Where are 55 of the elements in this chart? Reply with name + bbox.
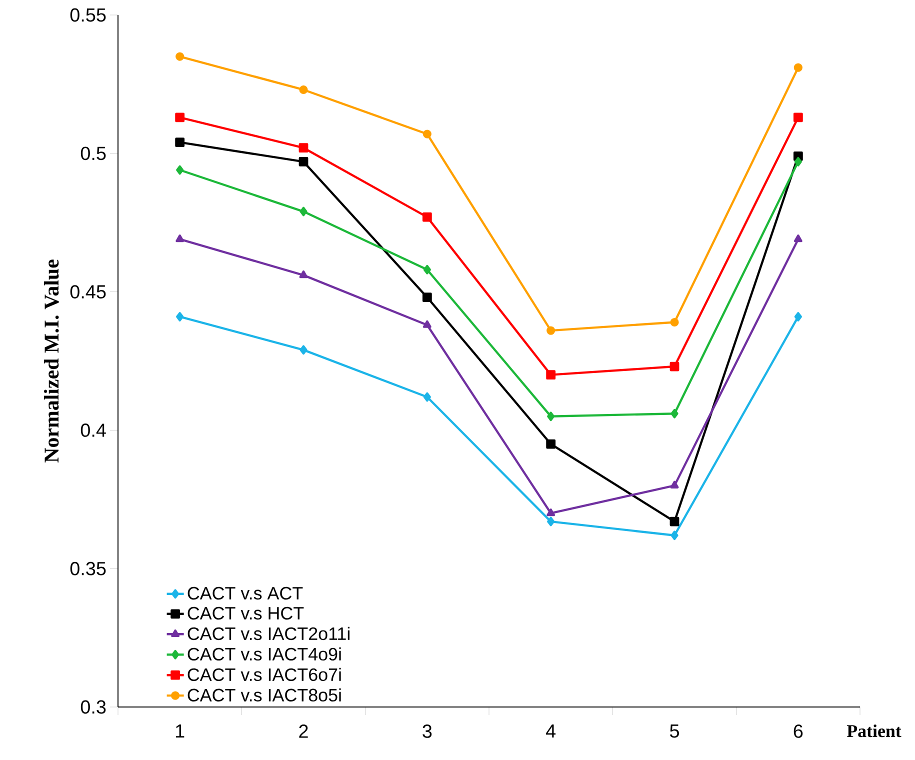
point (794, 63, 802, 72)
x-tick-label: 2 (299, 724, 308, 738)
legend-label: CACT v.s IACT4o9i (188, 647, 341, 661)
y-axis-title: Normalized M.I. Value (44, 260, 59, 462)
y-tick-label: 0.45 (70, 285, 106, 298)
x-tick-label: 1 (176, 724, 184, 738)
point (547, 516, 555, 526)
point (794, 234, 802, 242)
point (176, 312, 184, 322)
y-tick-label: 0.3 (80, 700, 106, 714)
point (546, 370, 556, 380)
y-tick-label: 0.4 (80, 423, 106, 437)
point (670, 480, 679, 488)
point (793, 112, 803, 122)
point (176, 165, 184, 175)
point (299, 270, 308, 278)
x-tick-label: 4 (546, 724, 556, 738)
point (422, 212, 432, 222)
point (300, 206, 308, 216)
point (670, 530, 678, 540)
y-tick-label: 0.5 (80, 146, 106, 160)
point (423, 264, 431, 274)
point (175, 112, 185, 122)
point (546, 508, 556, 516)
point (176, 234, 184, 242)
x-tick-label: 6 (794, 724, 803, 738)
legend-label: CACT v.s IACT8o5i (188, 688, 341, 702)
legend-label: CACT v.s HCT (188, 606, 304, 620)
point (546, 326, 556, 335)
point (298, 157, 308, 166)
x-tick-label: 5 (670, 724, 679, 738)
point (670, 516, 680, 526)
point (547, 412, 555, 422)
point (670, 408, 678, 418)
point (546, 439, 556, 449)
legend-label: CACT v.s IACT6o7i (188, 668, 341, 682)
point (422, 320, 432, 328)
point (794, 312, 802, 322)
point (422, 292, 432, 302)
y-tick-label: 0.55 (70, 8, 106, 22)
point (794, 157, 802, 166)
y-tick-label: 0.35 (70, 562, 106, 576)
point (298, 143, 308, 153)
point (422, 130, 432, 138)
point (670, 318, 679, 327)
point (299, 85, 308, 94)
point (423, 392, 431, 402)
point (176, 52, 184, 61)
point (670, 362, 680, 372)
point (175, 138, 185, 148)
point (300, 345, 308, 355)
legend-label: CACT v.s IACT2o11i (188, 626, 350, 640)
legend-label: CACT v.s ACT (188, 586, 303, 600)
x-axis-title: Patient (846, 724, 902, 738)
x-tick-label: 3 (422, 724, 432, 738)
